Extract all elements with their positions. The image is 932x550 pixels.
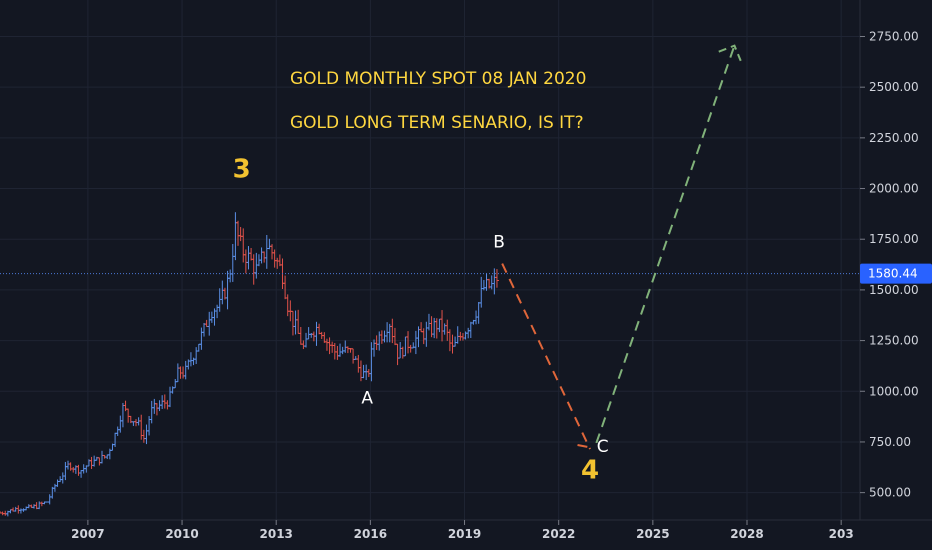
current-price-value: 1580.44 — [868, 267, 918, 281]
x-tick-label: 2019 — [448, 527, 481, 541]
x-tick-label: 2007 — [71, 527, 104, 541]
candlestick-series — [0, 212, 499, 517]
projection-up-line — [595, 45, 736, 444]
x-tick-label: 203 — [829, 527, 854, 541]
wave-label-3: 3 — [233, 154, 251, 184]
y-tick-label: 2250.00 — [869, 131, 919, 145]
current-price-badge: 1580.44 — [860, 263, 932, 284]
y-tick-label: 2000.00 — [869, 182, 919, 196]
chart-grid — [0, 0, 860, 520]
y-tick-label: 1250.00 — [869, 334, 919, 348]
chart-title-line1: GOLD MONTHLY SPOT 08 JAN 2020 — [290, 69, 586, 89]
y-tick-label: 1500.00 — [869, 283, 919, 297]
wave-label-A: A — [361, 388, 373, 408]
x-tick-label: 2025 — [636, 527, 669, 541]
wave-labels: 3 A B C4 — [233, 154, 609, 485]
current-price-badge-bg — [860, 263, 932, 284]
wave-label-4: 4 — [581, 455, 599, 485]
projection-down-tail — [577, 444, 594, 450]
projection-up-arrowhead — [718, 44, 742, 62]
y-tick-label: 2750.00 — [869, 29, 919, 43]
projection-paths — [501, 44, 742, 450]
x-tick-label: 2022 — [542, 527, 575, 541]
wave-label-B: B — [493, 232, 505, 252]
x-tick-label: 2028 — [730, 527, 763, 541]
y-tick-label: 750.00 — [869, 435, 911, 449]
y-tick-label: 1750.00 — [869, 232, 919, 246]
x-tick-label: 2010 — [165, 527, 198, 541]
price-axis[interactable]: 500.00 750.00 1000.00 1250.00 1500.00 1750.00… — [860, 29, 919, 500]
chart-title-line2: GOLD LONG TERM SENARIO, IS IT? — [290, 113, 584, 133]
x-tick-label: 2013 — [260, 527, 293, 541]
x-tick-label: 2016 — [354, 527, 387, 541]
y-tick-label: 2500.00 — [869, 80, 919, 94]
projection-down-line — [501, 263, 591, 450]
wave-label-C: C — [597, 437, 609, 457]
y-tick-label: 500.00 — [869, 486, 911, 500]
y-tick-label: 1000.00 — [869, 384, 919, 398]
time-axis[interactable]: 2007 2010 2013 2016 2019 2022 2025 2028 203 — [71, 520, 854, 541]
